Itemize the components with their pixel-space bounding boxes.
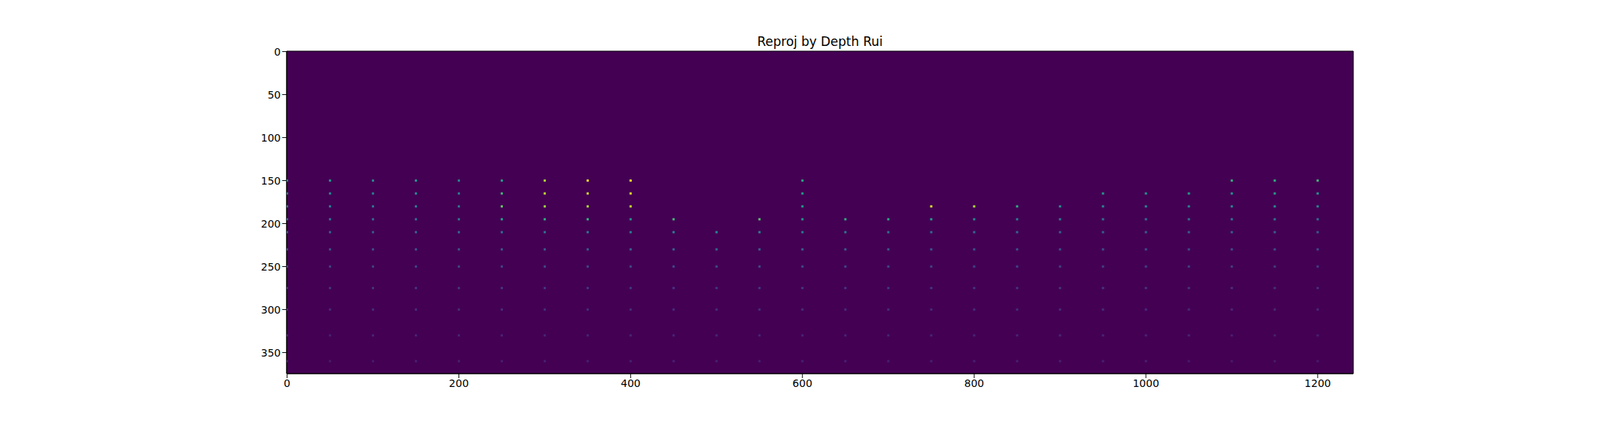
svg-text:250: 250	[260, 260, 281, 273]
svg-text:100: 100	[260, 131, 281, 144]
svg-text:800: 800	[964, 377, 985, 389]
svg-text:300: 300	[260, 303, 281, 316]
html-text:Reproj by Depth Rui: Reproj by Depth Rui	[757, 34, 883, 49]
svg-text:200: 200	[260, 217, 281, 230]
svg-text:0: 0	[274, 45, 281, 58]
svg-text:200: 200	[448, 377, 469, 389]
svg-text:600: 600	[792, 377, 813, 389]
svg-text:1200: 1200	[1304, 377, 1332, 389]
svg-text:1000: 1000	[1132, 377, 1160, 389]
svg-text:50: 50	[267, 88, 281, 101]
svg-text:150: 150	[260, 174, 281, 187]
svg-text:0: 0	[283, 377, 291, 389]
svg-text:400: 400	[620, 377, 641, 389]
svg-text:350: 350	[260, 346, 281, 359]
